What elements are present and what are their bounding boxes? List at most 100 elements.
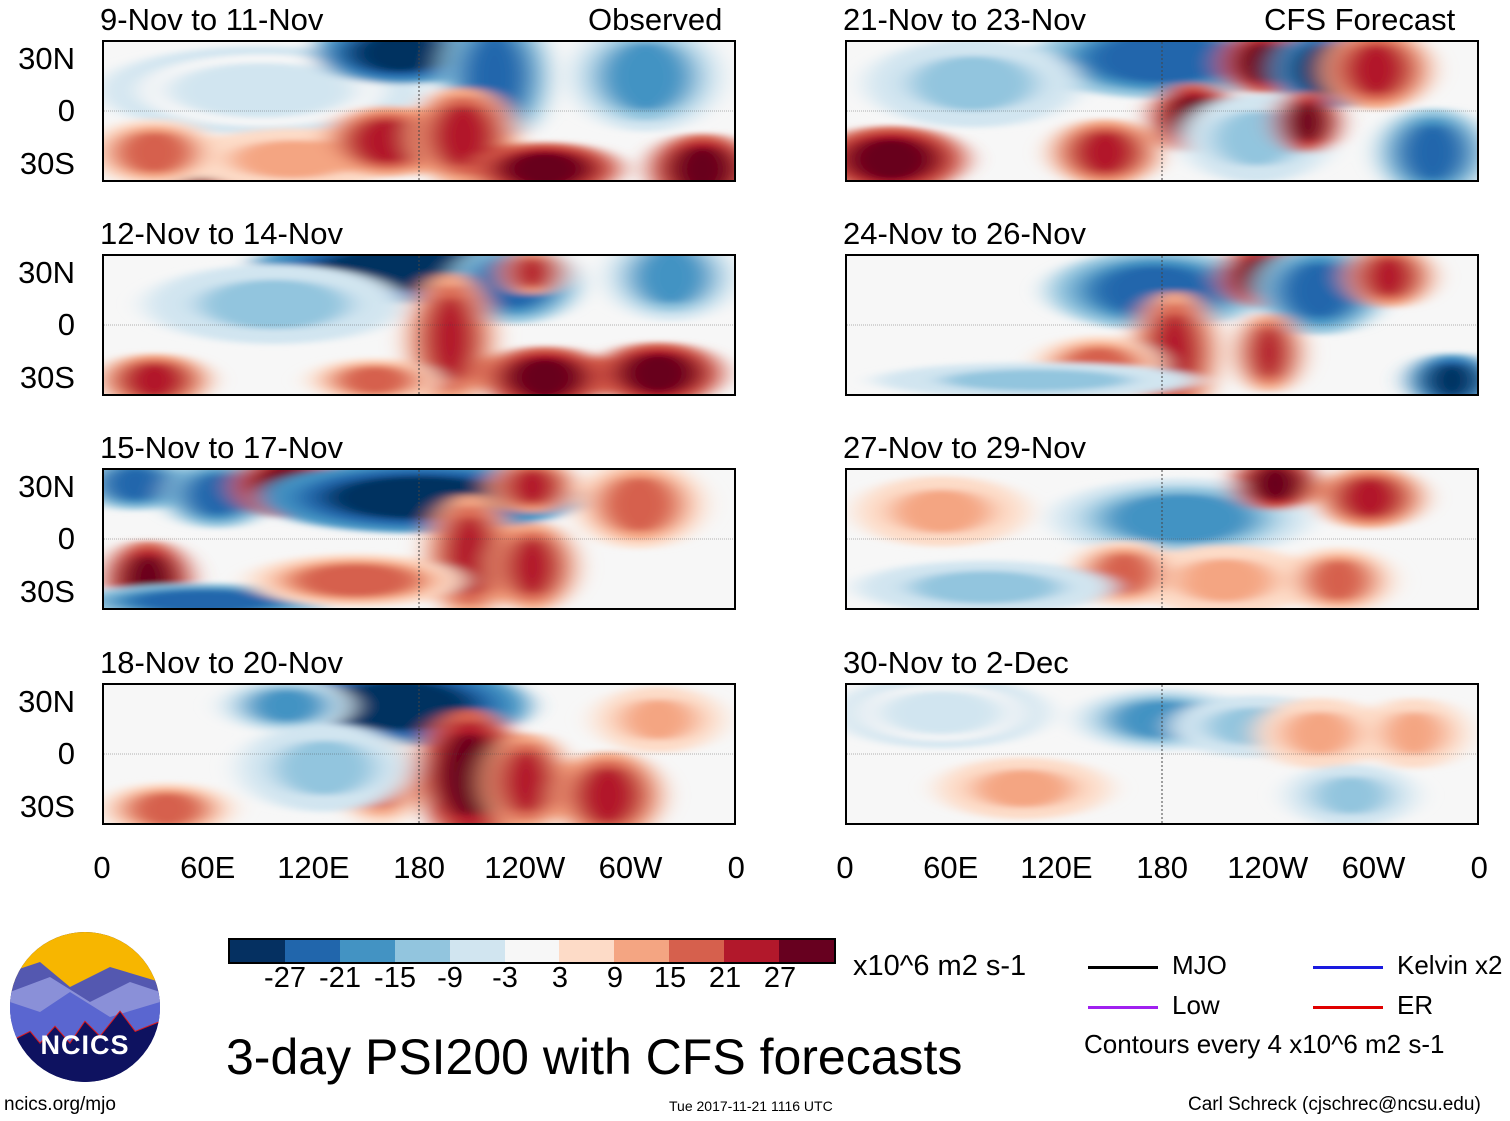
legend-line-low	[1088, 1006, 1158, 1009]
anomaly-region	[1281, 262, 1358, 319]
anomaly-region	[185, 474, 249, 516]
anomaly-region	[431, 105, 495, 167]
logo-text: NCICS	[40, 1030, 130, 1060]
colorbar-tick-label: -27	[264, 962, 306, 994]
panel-title: 24-Nov to 26-Nov	[843, 216, 1086, 251]
longitude-label: 60E	[180, 850, 236, 885]
panel-title: 27-Nov to 29-Nov	[843, 430, 1086, 465]
anomaly-region	[1105, 493, 1257, 544]
colorbar-swatch	[559, 940, 615, 962]
anomaly-region	[122, 363, 186, 394]
colorbar-swatch	[504, 940, 560, 962]
legend-line-er	[1313, 1006, 1383, 1009]
anomaly-region	[230, 139, 356, 179]
anomaly-region	[500, 152, 590, 180]
colorbar-swatch	[230, 940, 285, 962]
anomaly-region	[1250, 327, 1288, 378]
anomaly-region	[878, 690, 1005, 735]
latitude-label: 30S	[19, 146, 75, 181]
anomaly-region	[1426, 363, 1477, 394]
longitude-label: 120E	[1020, 850, 1093, 885]
longitude-label: 120E	[277, 850, 350, 885]
psi200-map-panel	[102, 683, 736, 825]
anomaly-region	[1338, 478, 1402, 517]
colorbar-tick-label: -9	[437, 962, 463, 994]
panel-title: 21-Nov to 23-Nov	[843, 2, 1086, 37]
anomaly-region	[1306, 559, 1370, 602]
latitude-label: 30S	[19, 789, 75, 824]
anomaly-region	[507, 470, 558, 504]
colorbar-swatch	[669, 940, 725, 962]
anomaly-region	[973, 769, 1074, 808]
longitude-label: 0	[836, 850, 854, 885]
anomaly-region	[513, 258, 552, 287]
anomaly-region	[601, 42, 690, 111]
footer-url: ncics.org/mjo	[4, 1094, 116, 1115]
colorbar-units: x10^6 m2 s-1	[853, 950, 1027, 982]
panel-title: 15-Nov to 17-Nov	[100, 430, 343, 465]
colorbar-swatch	[614, 940, 670, 962]
psi200-map-panel	[102, 254, 736, 396]
legend-line-kelvin	[1313, 966, 1383, 969]
latitude-label: 0	[57, 93, 75, 128]
colorbar-tick-label: 9	[606, 962, 624, 994]
footer-timestamp: Tue 2017-11-21 1116 UTC	[669, 1098, 833, 1114]
latitude-label: 30S	[19, 360, 75, 395]
anomaly-region	[576, 767, 640, 823]
anomaly-region	[500, 751, 552, 812]
panel-title: 9-Nov to 11-Nov	[100, 2, 324, 37]
latitude-label: 30N	[18, 41, 75, 76]
anomaly-region	[293, 563, 419, 597]
anomaly-region	[601, 476, 678, 533]
anomaly-region	[198, 279, 350, 330]
anomaly-region	[274, 740, 375, 796]
anomaly-region	[129, 590, 281, 608]
anomaly-region	[104, 470, 167, 501]
anomaly-region	[910, 570, 1062, 604]
colorbar	[228, 938, 836, 964]
anomaly-region	[891, 489, 992, 534]
anomaly-region	[1344, 44, 1408, 95]
panel-title: 30-Nov to 2-Dec	[843, 645, 1069, 680]
anomaly-region	[1288, 102, 1326, 142]
latitude-label: 30S	[19, 574, 75, 609]
anomaly-region	[620, 353, 697, 393]
longitude-label: 120W	[484, 850, 566, 885]
anomaly-region	[620, 698, 697, 741]
anomaly-region	[1174, 558, 1276, 603]
legend-label: MJO	[1172, 950, 1227, 980]
psi200-map-panel	[845, 683, 1479, 825]
anomaly-region	[116, 131, 193, 174]
latitude-label: 30N	[18, 469, 75, 504]
psi200-map-panel	[845, 40, 1479, 182]
figure-title: 3-day PSI200 with CFS forecasts	[226, 1029, 963, 1085]
longitude-label: 120W	[1227, 850, 1309, 885]
anomaly-region	[1281, 711, 1358, 756]
colorbar-tick-label: -3	[492, 962, 518, 994]
panel-title: 12-Nov to 14-Nov	[100, 216, 343, 251]
legend-label: Low	[1172, 990, 1220, 1020]
anomaly-region	[167, 62, 356, 118]
legend-label: Kelvin x2	[1397, 950, 1503, 980]
longitude-label: 0	[727, 850, 745, 885]
longitude-label: 180	[1136, 850, 1188, 885]
legend-line-mjo	[1088, 966, 1158, 969]
colorbar-swatch	[779, 940, 834, 962]
latitude-label: 30N	[18, 684, 75, 719]
anomaly-region	[349, 42, 451, 73]
anomaly-region	[1363, 257, 1414, 297]
anomaly-region	[1250, 470, 1301, 501]
forecast-header: CFS Forecast	[1264, 2, 1456, 37]
longitude-label: 60W	[1341, 850, 1406, 885]
anomaly-region	[671, 146, 734, 180]
anomaly-region	[425, 297, 476, 381]
longitude-label: 0	[1470, 850, 1488, 885]
colorbar-tick-label: 15	[653, 962, 687, 994]
psi200-map-panel	[845, 468, 1479, 610]
longitude-label: 0	[93, 850, 111, 885]
psi200-map-panel	[102, 40, 736, 182]
latitude-label: 30N	[18, 255, 75, 290]
panel-title: 18-Nov to 20-Nov	[100, 645, 343, 680]
anomaly-region	[941, 369, 1131, 392]
